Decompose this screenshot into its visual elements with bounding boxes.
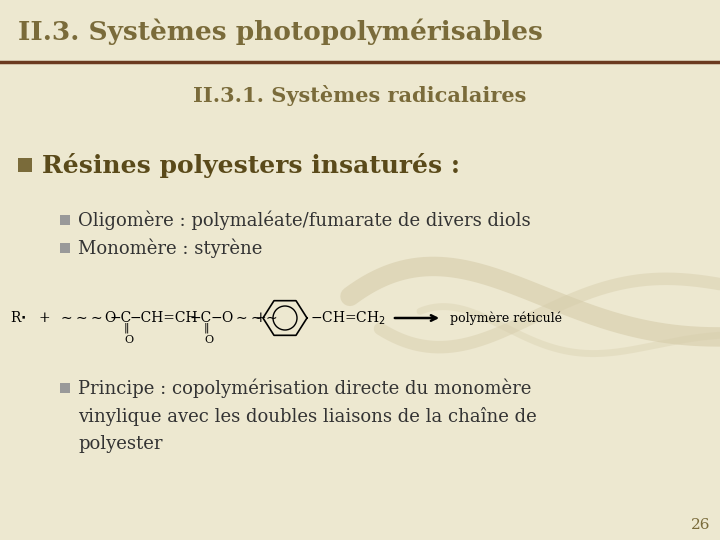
Text: $\sim\!\sim\!\sim$O: $\sim\!\sim\!\sim$O bbox=[58, 310, 117, 326]
Text: +: + bbox=[38, 311, 50, 325]
Text: polyester: polyester bbox=[78, 435, 163, 453]
Text: R$\mathbf{\cdot}$: R$\mathbf{\cdot}$ bbox=[10, 310, 27, 326]
Text: +: + bbox=[254, 311, 266, 325]
Text: −C: −C bbox=[110, 311, 132, 325]
Text: −CH=CH$_2$: −CH=CH$_2$ bbox=[310, 309, 386, 327]
Text: vinylique avec les doubles liaisons de la chaîne de: vinylique avec les doubles liaisons de l… bbox=[78, 407, 536, 426]
Bar bbox=[18, 158, 32, 172]
Text: Principe : copolymérisation directe du monomère: Principe : copolymérisation directe du m… bbox=[78, 378, 531, 398]
Text: Monomère : styrène: Monomère : styrène bbox=[78, 238, 262, 258]
Text: Résines polyesters insaturés :: Résines polyesters insaturés : bbox=[42, 152, 460, 178]
Bar bbox=[60, 215, 70, 225]
Text: −CH=CH: −CH=CH bbox=[130, 311, 199, 325]
Text: ‖: ‖ bbox=[204, 323, 210, 333]
Text: Oligomère : polymaléate/fumarate de divers diols: Oligomère : polymaléate/fumarate de dive… bbox=[78, 210, 531, 230]
Text: II.3.1. Systèmes radicalaires: II.3.1. Systèmes radicalaires bbox=[193, 84, 527, 105]
Bar bbox=[60, 383, 70, 393]
Text: −C: −C bbox=[190, 311, 212, 325]
Text: O: O bbox=[124, 335, 133, 345]
Text: −O$\sim\!\sim\!\sim$: −O$\sim\!\sim\!\sim$ bbox=[210, 310, 277, 326]
Text: O: O bbox=[204, 335, 213, 345]
Bar bbox=[60, 243, 70, 253]
Text: polymère réticulé: polymère réticulé bbox=[450, 311, 562, 325]
Text: 26: 26 bbox=[690, 518, 710, 532]
Text: ‖: ‖ bbox=[124, 323, 130, 333]
Text: II.3. Systèmes photopolymérisables: II.3. Systèmes photopolymérisables bbox=[18, 19, 543, 45]
